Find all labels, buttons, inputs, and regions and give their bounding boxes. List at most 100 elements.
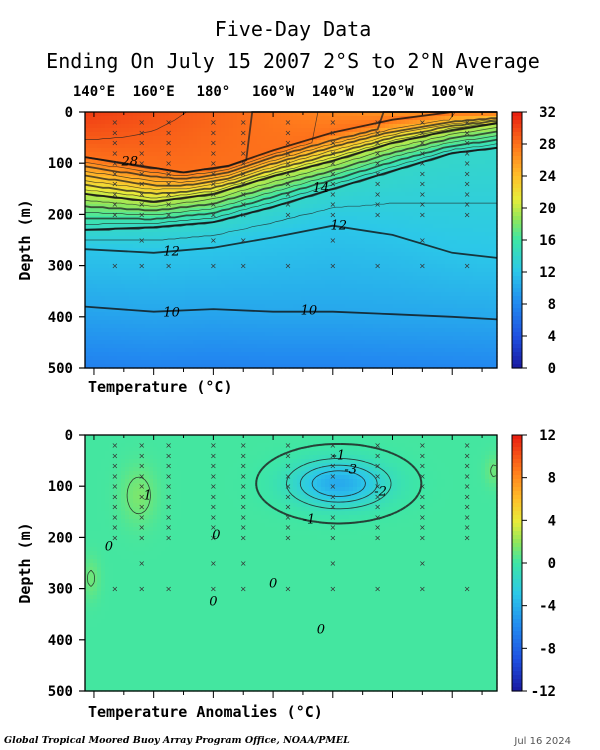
temperature-cell [369, 140, 374, 145]
temperature-cell [481, 292, 486, 297]
temperature-cell [177, 188, 182, 193]
temperature-cell [245, 132, 250, 137]
temperature-cell [153, 292, 158, 297]
temperature-cell [405, 196, 410, 201]
temperature-cell [293, 176, 298, 181]
temperature-cell [313, 284, 318, 289]
temperature-cell [493, 216, 498, 221]
temperature-cell [301, 260, 306, 265]
temperature-cell [469, 260, 474, 265]
temperature-cell [453, 224, 458, 229]
temperature-cell [369, 172, 374, 177]
temperature-cell [205, 176, 210, 181]
temperature-cell [461, 240, 466, 245]
temperature-cell [333, 204, 338, 209]
temperature-cell [317, 224, 322, 229]
temperature-cell [189, 228, 194, 233]
temperature-cell [409, 208, 414, 213]
temperature-cell [181, 148, 186, 153]
temperature-cell [329, 200, 334, 205]
temperature-cell [141, 240, 146, 245]
temperature-cell [249, 132, 254, 137]
temperature-cell [385, 168, 390, 173]
temperature-cell [393, 268, 398, 273]
temperature-cell [317, 220, 322, 225]
temperature-cell [493, 244, 498, 249]
temperature-cell [89, 244, 94, 249]
temperature-cell [197, 296, 202, 301]
temperature-cell [157, 244, 162, 249]
temperature-cell [325, 292, 330, 297]
temperature-cell [405, 216, 410, 221]
temperature-cell [89, 180, 94, 185]
temperature-cell [93, 188, 98, 193]
temperature-cell [209, 288, 214, 293]
temperature-cell [309, 260, 314, 265]
temperature-cell [85, 248, 90, 253]
temperature-cell [373, 204, 378, 209]
temperature-cell [397, 152, 402, 157]
temperature-cell [433, 272, 438, 277]
temperature-cell [213, 276, 218, 281]
temperature-cell [361, 268, 366, 273]
temperature-cell [293, 132, 298, 137]
temperature-cell [289, 140, 294, 145]
temperature-cell [189, 196, 194, 201]
temperature-cell [469, 212, 474, 217]
temperature-cell [141, 128, 146, 133]
temperature-cell [477, 296, 482, 301]
temperature-cell [333, 220, 338, 225]
temperature-cell [261, 252, 266, 257]
temperature-cell [369, 224, 374, 229]
temperature-cell [473, 176, 478, 181]
temperature-cell [193, 164, 198, 169]
temperature-cell [441, 112, 446, 117]
temperature-cell [345, 200, 350, 205]
temperature-cell [145, 192, 150, 197]
temperature-cell [145, 204, 150, 209]
temperature-cell [417, 128, 422, 133]
temperature-cell [253, 232, 258, 237]
temperature-cell [313, 152, 318, 157]
temperature-cell [109, 260, 114, 265]
temperature-cell [133, 132, 138, 137]
temperature-cell [377, 180, 382, 185]
temperature-cell [109, 256, 114, 261]
temperature-cell [181, 120, 186, 125]
temperature-cell [441, 140, 446, 145]
temperature-cell [389, 212, 394, 217]
temperature-cell [229, 200, 234, 205]
temperature-cell [125, 152, 130, 157]
temperature-cell [241, 216, 246, 221]
temperature-cell [433, 244, 438, 249]
temperature-cell [261, 288, 266, 293]
temperature-cell [205, 144, 210, 149]
temperature-cell [293, 216, 298, 221]
temperature-cell [137, 192, 142, 197]
temperature-cell [105, 236, 110, 241]
temperature-cell [125, 240, 130, 245]
temperature-cell [113, 188, 118, 193]
temperature-cell [393, 248, 398, 253]
temperature-cell [389, 184, 394, 189]
temperature-cell [209, 208, 214, 213]
temperature-cell [405, 172, 410, 177]
temperature-cell [401, 220, 406, 225]
temperature-cell [365, 188, 370, 193]
temperature-cell [445, 180, 450, 185]
temperature-cell [197, 244, 202, 249]
temperature-cell [189, 212, 194, 217]
temperature-cell [89, 140, 94, 145]
temperature-cell [109, 232, 114, 237]
temperature-cell [277, 300, 282, 305]
temperature-cell [221, 224, 226, 229]
temperature-cell [89, 168, 94, 173]
temperature-cell [485, 156, 490, 161]
temperature-cell [317, 256, 322, 261]
temperature-cell [193, 300, 198, 305]
temperature-cell [201, 284, 206, 289]
temperature-cell [217, 212, 222, 217]
temperature-cell [389, 172, 394, 177]
temperature-cell [245, 216, 250, 221]
temperature-cell [161, 144, 166, 149]
